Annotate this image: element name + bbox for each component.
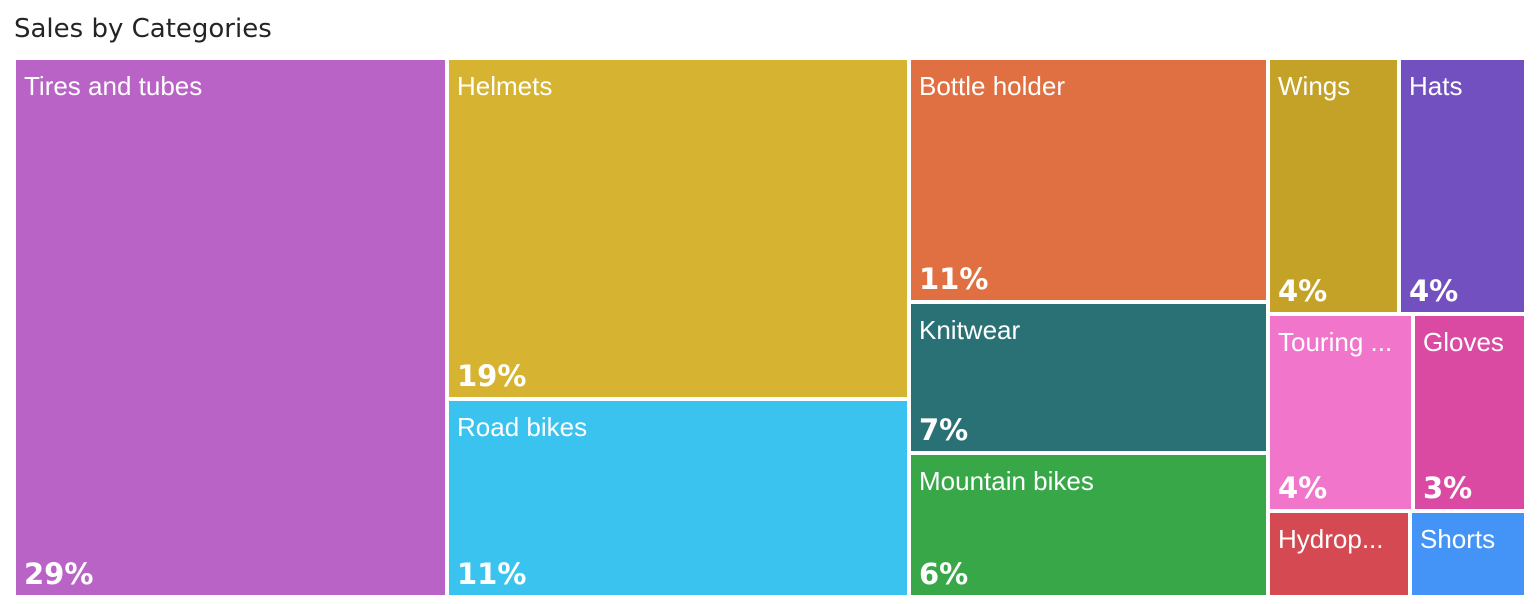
tile-label: Knitwear: [919, 315, 1021, 345]
tile-value-label: 6%: [919, 557, 969, 591]
treemap-tile-touring[interactable]: Touring ... 4%: [1268, 314, 1413, 511]
tile-label: Hats: [1409, 71, 1463, 101]
tile-value-label: 7%: [919, 413, 969, 447]
chart-title: Sales by Categories: [14, 14, 272, 44]
tile-label: Wings: [1278, 71, 1351, 101]
treemap-tile-road-bikes[interactable]: Road bikes 11%: [447, 399, 909, 597]
tile-value-label: 19%: [457, 359, 527, 393]
tile-label: Mountain bikes: [919, 466, 1094, 496]
treemap-tile-tires-and-tubes[interactable]: Tires and tubes 29%: [14, 58, 447, 597]
tile-label: Tires and tubes: [24, 71, 203, 101]
tile-label: Gloves: [1423, 327, 1504, 357]
tile-value-label: 4%: [1278, 274, 1328, 308]
tile-label: Road bikes: [457, 412, 588, 442]
treemap-tile-mountain-bikes[interactable]: Mountain bikes 6%: [909, 453, 1268, 597]
treemap-tile-hats[interactable]: Hats 4%: [1399, 58, 1526, 314]
treemap-tile-hydrop[interactable]: Hydrop...: [1268, 511, 1410, 597]
treemap-plot: Tires and tubes 29% Helmets 19% Road bikes 11…: [14, 58, 1526, 597]
treemap-tile-bottle-holder[interactable]: Bottle holder 11%: [909, 58, 1268, 302]
treemap-tile-wings[interactable]: Wings 4%: [1268, 58, 1399, 314]
tile-label: Hydrop...: [1278, 524, 1384, 554]
treemap-tile-gloves[interactable]: Gloves 3%: [1413, 314, 1526, 511]
treemap-tile-shorts[interactable]: Shorts: [1410, 511, 1526, 597]
tile-label: Helmets: [457, 71, 553, 101]
tile-value-label: 11%: [457, 557, 527, 591]
tile-label: Bottle holder: [919, 71, 1065, 101]
treemap-tile-helmets[interactable]: Helmets 19%: [447, 58, 909, 399]
tile-value-label: 4%: [1278, 471, 1328, 505]
treemap-tile-knitwear[interactable]: Knitwear 7%: [909, 302, 1268, 453]
tile-value-label: 11%: [919, 262, 989, 296]
tile-label: Shorts: [1420, 524, 1496, 554]
tile-value-label: 3%: [1423, 471, 1473, 505]
tile-value-label: 4%: [1409, 274, 1459, 308]
tile-value-label: 29%: [24, 557, 94, 591]
tile-label: Touring ...: [1278, 327, 1393, 357]
